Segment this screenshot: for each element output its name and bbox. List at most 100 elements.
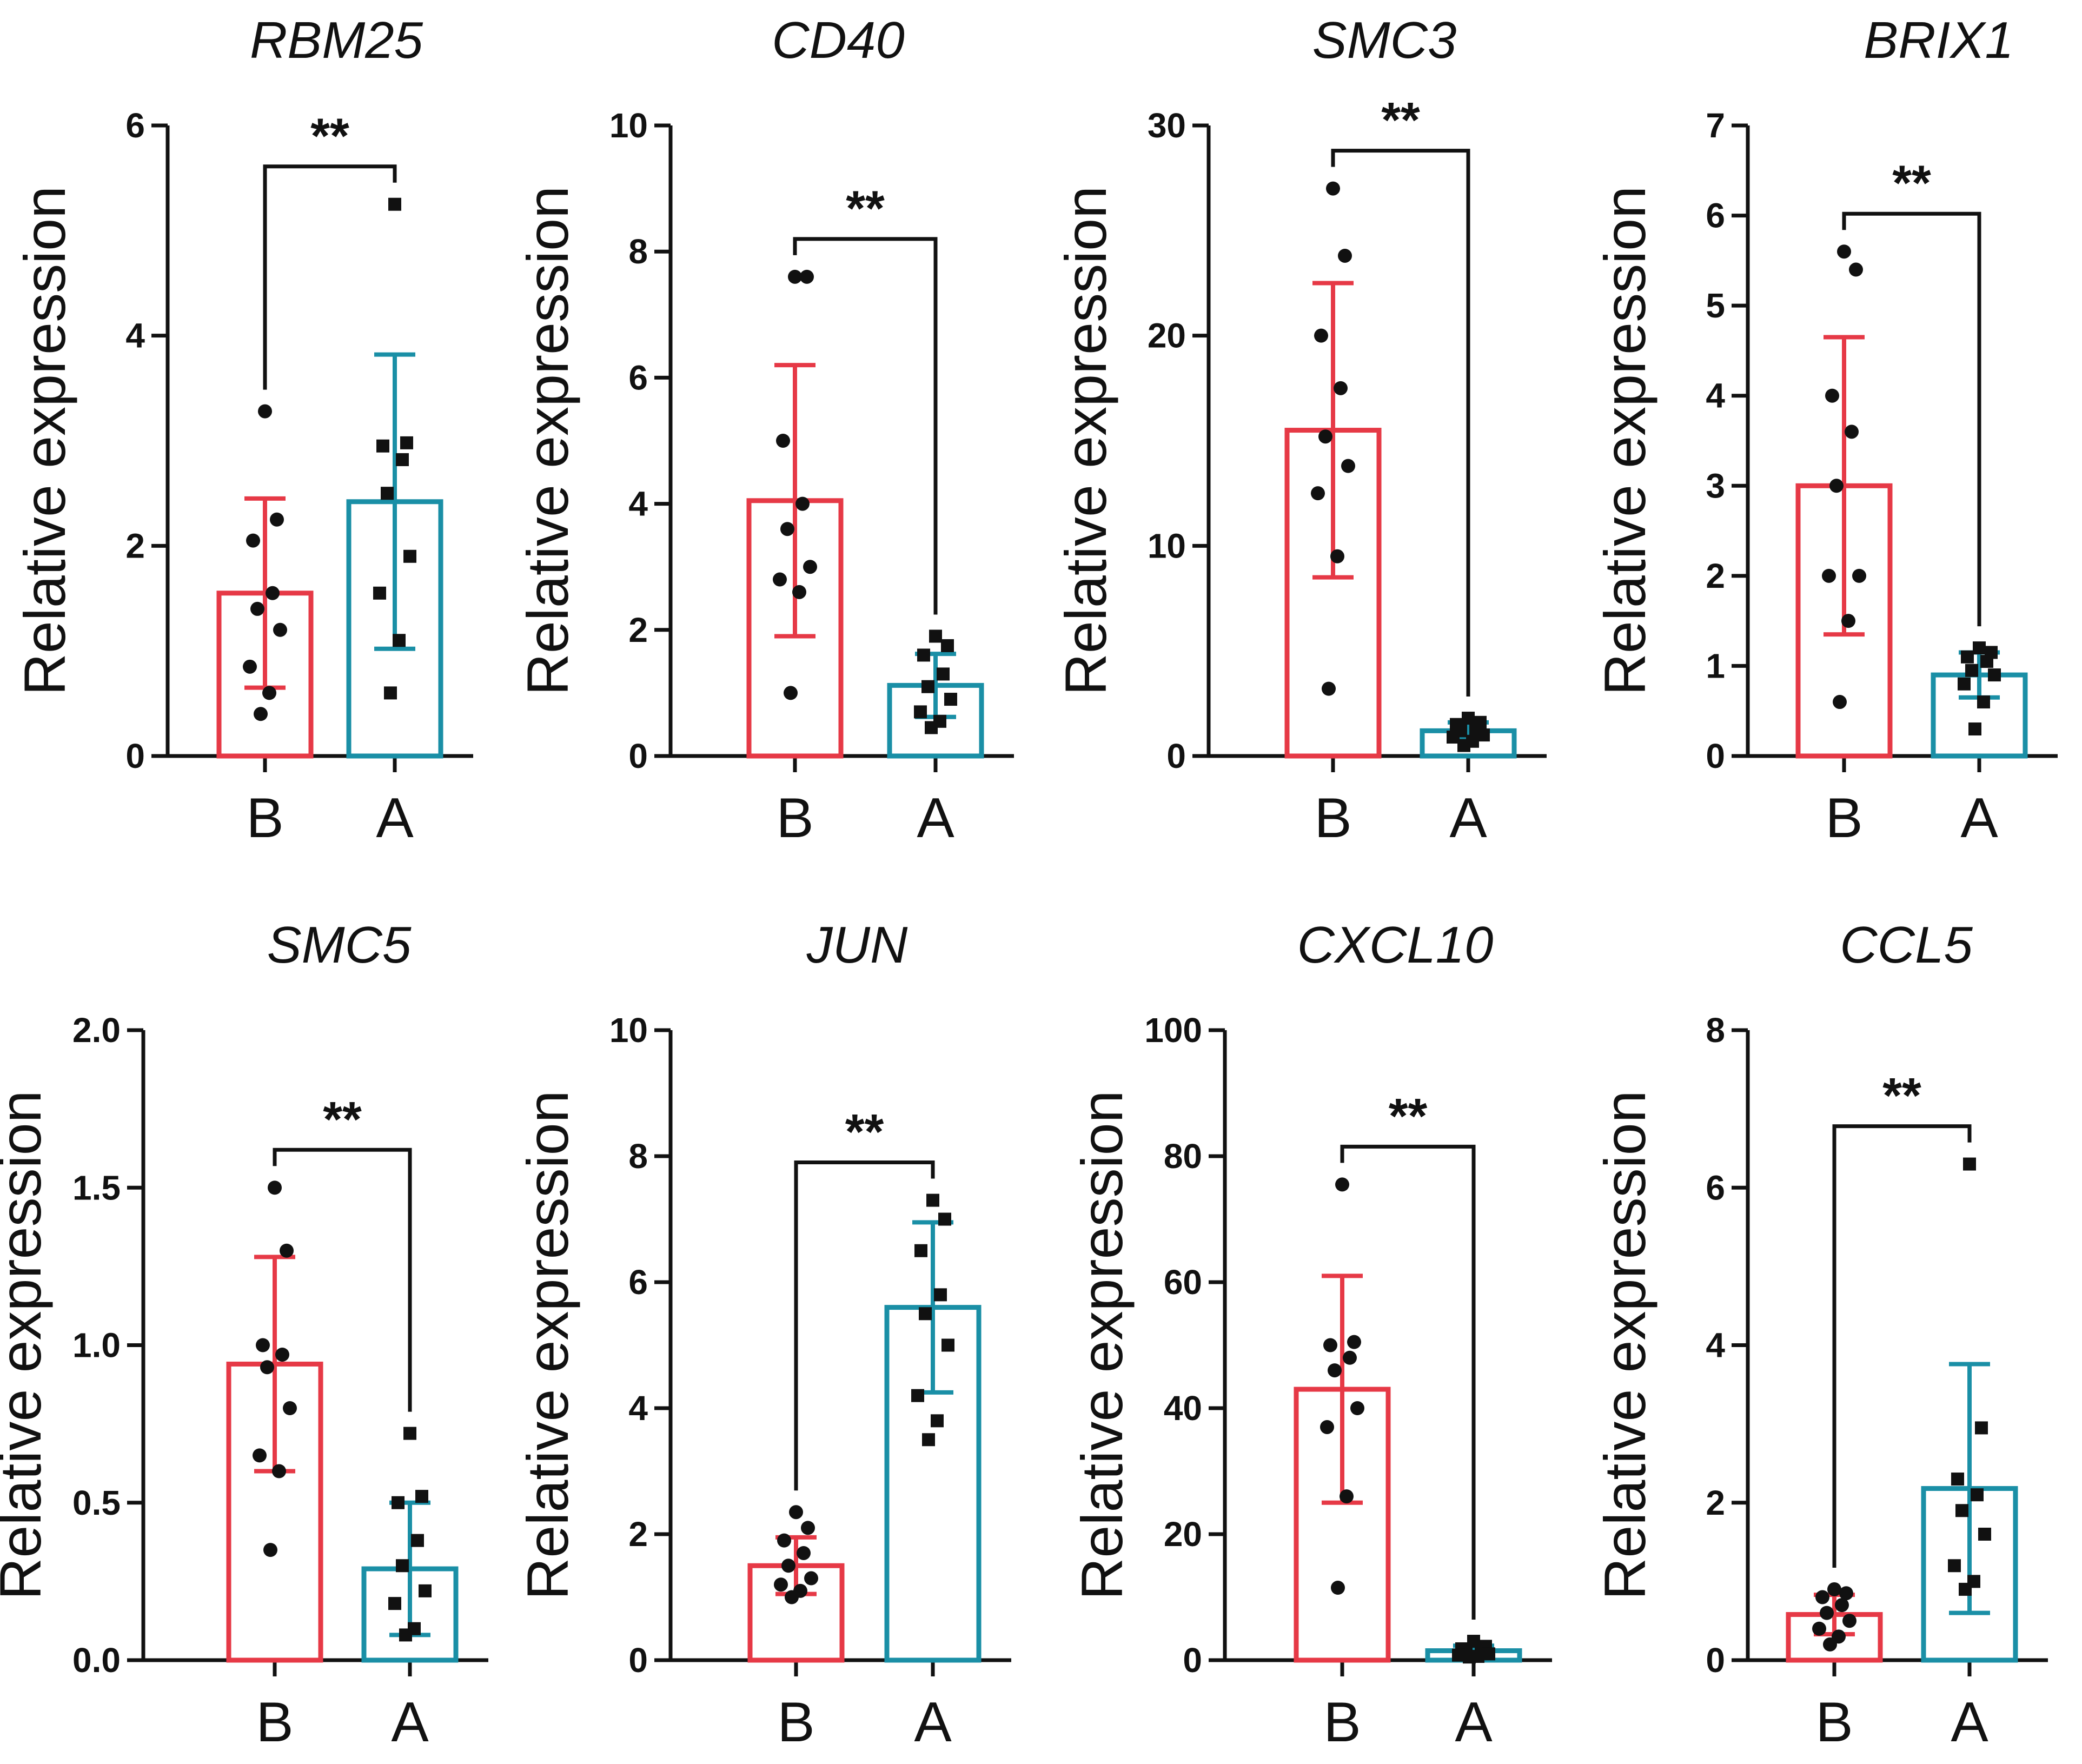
y-tick-label: 10 [609,106,648,145]
y-axis-label: Relative expression [1069,1090,1135,1600]
data-point-a [1951,1473,1964,1486]
significance-label: ** [323,1092,362,1147]
data-point-b [781,1559,795,1573]
y-axis-label: Relative expression [515,186,580,695]
data-point-b [795,496,810,511]
significance-bracket [1340,1144,1476,1620]
chart-panel-ccl5: CCL5 Relative expression 0 2 4 6 8 B A ** [1592,916,2048,1754]
y-tick-label: 3 [1706,466,1725,505]
x-tick-label-a: A [391,1691,429,1754]
y-tick-label: 10 [609,1011,648,1050]
chart-panel-jun: JUN Relative expression 0 2 4 6 8 10 B A ** [515,916,1011,1754]
data-point-b [789,1505,803,1520]
significance-bracket [1832,1124,1972,1568]
data-point-b [1829,479,1844,493]
data-point-b [1320,1420,1334,1434]
y-tick-label: 8 [628,232,648,271]
significance-label: ** [1882,1069,1921,1124]
data-point-a [1971,1488,1984,1502]
data-point-a [938,1212,951,1226]
chart-title: SMC5 [267,916,412,974]
data-point-b [1842,1614,1856,1628]
data-point-a [400,436,413,449]
data-point-b [780,522,794,536]
data-point-a [411,1534,424,1547]
y-tick-label: 8 [1706,1011,1725,1050]
chart-panel-rbm25: RBM25 Relative expression 0 2 4 6 B A ** [12,11,473,850]
data-point-b [273,622,287,637]
data-point-b [272,1464,286,1478]
x-tick-label-b: B [246,787,283,850]
y-tick-label: 20 [1148,316,1186,355]
data-point-b [256,1338,270,1352]
data-point-b [1341,459,1355,473]
data-point-b [275,1347,289,1362]
x-tick-label-a: A [914,1691,952,1754]
data-point-a [1959,1582,1972,1596]
data-point-a [914,705,927,719]
data-point-a [944,693,957,706]
data-point-b [1322,681,1336,696]
data-point-a [934,1288,947,1302]
x-tick-label-b: B [776,787,813,850]
data-point-a [1988,668,2001,682]
data-point-b [804,1571,818,1586]
data-point-a [419,1584,432,1597]
data-point-b [1827,1582,1841,1596]
data-point-b [258,404,272,419]
data-point-a [1955,1504,1968,1517]
y-tick-label: 2 [628,1515,648,1554]
data-point-a [925,721,938,734]
chart-title: BRIX1 [1864,11,2013,69]
data-point-b [283,1401,297,1415]
data-point-a [1977,695,1990,709]
data-point-b [1347,1335,1361,1349]
y-tick-label: 6 [125,106,145,145]
y-tick-label: 0 [1166,737,1186,775]
data-point-b [1823,1637,1837,1652]
data-point-a [415,1490,428,1503]
significance-label: ** [310,109,349,164]
chart-panel-smc5: SMC5 Relative expression 0.0 0.5 1.0 1.5 2.0 B A… [0,916,488,1754]
data-point-a [1948,1559,1961,1573]
data-point-b [784,686,798,700]
data-point-b [254,707,268,721]
x-tick-label-a: A [1951,1691,1988,1754]
data-point-b [1835,1598,1849,1613]
y-axis-label: Relative expression [515,1090,580,1600]
data-point-a [1463,1650,1476,1664]
data-point-a [917,648,930,662]
data-point-a [403,1427,416,1440]
data-point-b [1815,1590,1829,1604]
data-point-a [403,549,416,563]
data-point-b [1334,381,1348,395]
y-tick-label: 100 [1144,1011,1202,1050]
y-tick-label: 0.5 [72,1483,121,1522]
y-tick-label: 4 [1706,376,1725,415]
data-point-b [262,686,276,700]
data-point-b [1343,1350,1357,1365]
y-tick-label: 2.0 [72,1011,121,1050]
data-point-b [243,659,257,674]
data-point-a [931,1414,944,1428]
y-tick-label: 40 [1164,1389,1202,1428]
data-point-a [396,453,409,466]
data-point-b [260,1360,274,1375]
chart-panel-smc3: SMC3 Relative expression 0 10 20 30 B A ** [1053,11,1547,850]
data-point-a [373,586,386,600]
data-point-b [1841,614,1855,628]
significance-bracket [793,237,938,615]
y-tick-label: 2 [125,526,145,565]
data-point-a [1958,677,1971,691]
data-point-b [1330,549,1344,563]
data-point-a [388,1597,401,1610]
y-tick-label: 0 [628,1641,648,1680]
x-tick-label-a: A [1449,787,1487,850]
data-point-a [941,639,954,652]
data-point-b [1845,425,1859,439]
significance-label: ** [1892,156,1931,211]
chart-title: CCL5 [1840,916,1973,974]
chart-title: CXCL10 [1297,916,1494,974]
data-point-b [797,1546,811,1560]
significance-bracket [1842,211,1981,627]
